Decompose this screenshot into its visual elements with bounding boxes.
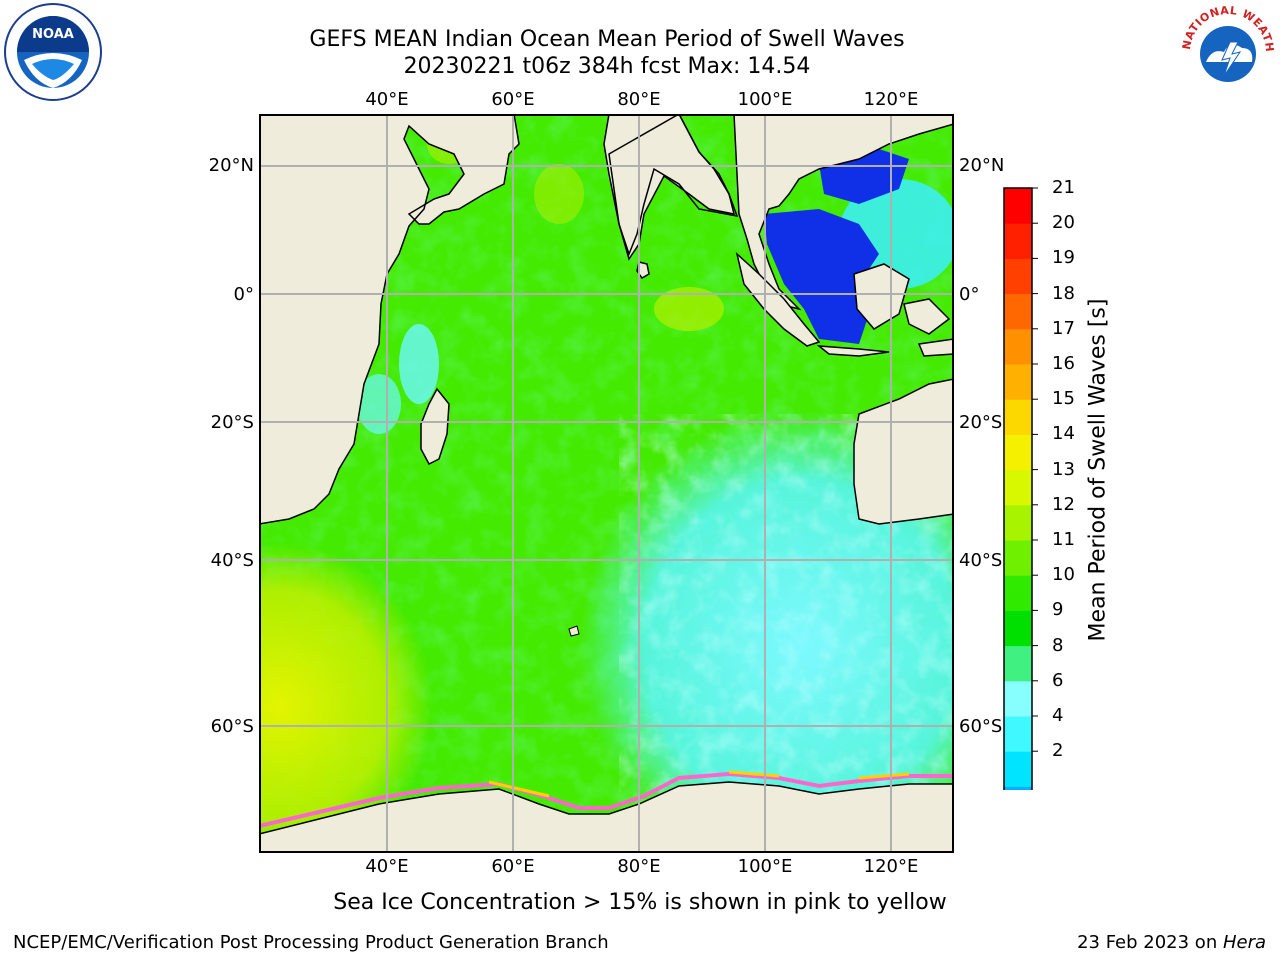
lat-label-left: 0° (233, 284, 254, 305)
lat-label-left: 40°S (210, 550, 254, 571)
swell-patch (534, 164, 584, 224)
svg-text:NOAA: NOAA (32, 27, 74, 42)
colorbar-tick-label: 8 (1052, 634, 1064, 656)
colorbar-tick-label: 17 (1052, 317, 1075, 339)
chart-subtitle: 20230221 t06z 384h fcst Max: 14.54 (403, 54, 811, 79)
colorbar-tick-label: 18 (1052, 282, 1075, 304)
lat-label-right: 20°N (959, 155, 1005, 176)
colorbar-segment (1004, 434, 1032, 471)
lat-label-left: 20°S (210, 412, 254, 433)
colorbar-segment (1004, 399, 1032, 435)
colorbar-tick-label: 6 (1052, 669, 1064, 691)
colorbar-tick-label: 21 (1052, 177, 1075, 198)
colorbar-segment (1004, 469, 1032, 506)
very-low-period-region (764, 209, 879, 344)
colorbar-segment (1004, 610, 1032, 647)
sea-ice-fringe (259, 771, 954, 828)
lon-label-bottom: 100°E (737, 856, 793, 877)
chart-title: GEFS MEAN Indian Ocean Mean Period of Sw… (309, 27, 905, 52)
colorbar-segment (1004, 258, 1032, 295)
colorbar-segment (1004, 504, 1032, 541)
island (568, 625, 580, 637)
lon-label-top: 60°E (491, 89, 535, 110)
lat-label-left: 20°N (208, 155, 254, 176)
colorbar-segment (1004, 223, 1032, 259)
colorbar-segment (1004, 680, 1032, 717)
noaa-logo-icon: NOAA (4, 3, 102, 101)
sea-ice-fringe-high (488, 770, 910, 798)
colorbar-tick-label: 11 (1052, 529, 1075, 550)
swell-patch (654, 287, 724, 331)
footer-credit: NCEP/EMC/Verification Post Processing Pr… (13, 932, 609, 953)
colorbar-segment (1004, 645, 1032, 682)
footer-host: Hera (1222, 932, 1266, 953)
colorbar-segment (1004, 575, 1032, 611)
colorbar-tick-label: 13 (1052, 458, 1075, 480)
lat-label-right: 0° (959, 284, 980, 305)
lon-label-top: 80°E (617, 89, 661, 110)
colorbar-label: Mean Period of Swell Waves [s] (1085, 298, 1111, 642)
colorbar-tick-label: 2 (1052, 740, 1064, 762)
graticule (259, 114, 954, 853)
colorbar-segment (1004, 364, 1032, 400)
lat-label-right: 20°S (959, 412, 1003, 433)
lon-label-bottom: 60°E (491, 856, 535, 877)
colorbar-segment (1004, 328, 1032, 365)
colorbar-tick-label: 9 (1052, 599, 1064, 621)
colorbar-segment (1004, 786, 1032, 790)
lon-label-top: 100°E (737, 89, 793, 110)
colorbar-tick-label: 4 (1052, 705, 1064, 726)
colorbar-tick-label: 14 (1052, 423, 1075, 445)
colorbar-tick-label: 12 (1052, 493, 1075, 515)
lat-label-left: 60°S (210, 716, 254, 737)
lon-label-bottom: 80°E (617, 856, 661, 877)
nws-logo-icon: NATIONAL WEATHER SERVICE (1178, 2, 1276, 100)
map-frame (259, 114, 954, 853)
colorbar-tick-label: 15 (1052, 388, 1075, 410)
colorbar (1003, 187, 1038, 790)
lon-label-bottom: 120°E (863, 856, 919, 877)
colorbar-segment (1004, 188, 1032, 224)
colorbar-segment (1004, 540, 1032, 576)
colorbar-tick-label: 10 (1052, 564, 1075, 586)
lat-label-right: 60°S (959, 716, 1003, 737)
swell-period-map (259, 114, 954, 853)
lon-label-top: 40°E (365, 89, 409, 110)
footer-date: 23 Feb 2023 on Hera (1077, 932, 1266, 953)
lon-label-bottom: 40°E (365, 856, 409, 877)
sea-ice-note: Sea Ice Concentration > 15% is shown in … (333, 890, 947, 915)
colorbar-tick-label: 20 (1052, 212, 1075, 234)
colorbar-tick-label: 16 (1052, 353, 1075, 374)
lon-label-top: 120°E (863, 89, 919, 110)
low-period-patch (357, 374, 401, 434)
colorbar-segment (1004, 293, 1032, 330)
map-canvas (259, 114, 954, 853)
colorbar-segment (1004, 751, 1032, 787)
lat-label-right: 40°S (959, 550, 1003, 571)
colorbar-segment (1004, 716, 1032, 752)
low-period-patch (399, 324, 439, 404)
colorbar-tick-label: 19 (1052, 247, 1075, 269)
footer-date-text: 23 Feb 2023 on (1077, 932, 1223, 953)
